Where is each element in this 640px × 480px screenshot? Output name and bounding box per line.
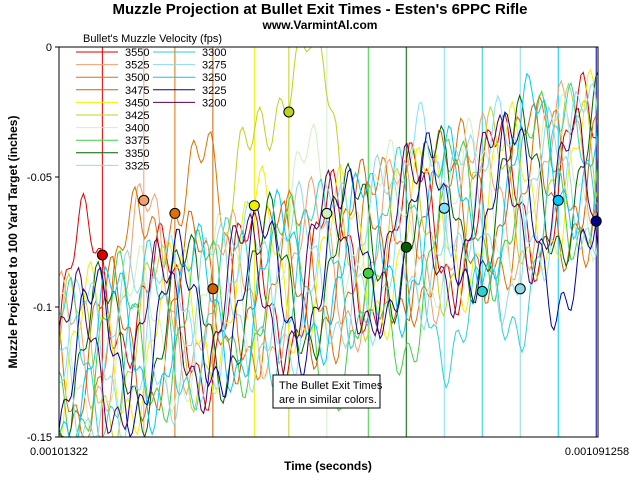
y-axis-label: Muzzle Projected to 100 Yard Target (inc…: [6, 116, 20, 369]
exit-marker-3400: [321, 207, 333, 219]
series-line-3225: [59, 111, 598, 437]
exit-marker-3525: [138, 194, 150, 206]
exit-marker-3375: [362, 267, 374, 279]
exit-marker-3350: [400, 241, 412, 253]
legend-label-3400: 3400: [125, 123, 149, 135]
x-max-label: 0.001091258: [565, 446, 629, 458]
y-tick-label: -0.1: [33, 302, 52, 314]
series-line-3525: [59, 79, 598, 413]
exit-marker-3225: [590, 215, 602, 227]
exit-marker-3250: [552, 194, 564, 206]
y-tick-label: 0: [46, 42, 52, 54]
x-min-label: 0.00101322: [30, 446, 88, 458]
exit-marker-3425: [283, 106, 295, 118]
legend-label-3275: 3275: [202, 60, 226, 72]
legend-title: Bullet's Muzzle Velocity (fps): [83, 33, 222, 45]
exit-marker-3500: [169, 207, 181, 219]
legend-label-3375: 3375: [125, 135, 149, 147]
legend-label-3525: 3525: [125, 60, 149, 72]
legend-label-3450: 3450: [125, 97, 149, 109]
series-line-3200: [59, 107, 598, 435]
legend: Bullet's Muzzle Velocity (fps) 355035253…: [76, 33, 226, 172]
exit-marker-3550: [96, 249, 108, 261]
note-line-1: The Bullet Exit Times: [279, 380, 383, 392]
legend-label-3500: 3500: [125, 72, 149, 84]
exit-marker-3300: [476, 285, 488, 297]
series-line-3500: [59, 94, 598, 437]
series-line-3350: [59, 71, 598, 437]
legend-label-3350: 3350: [125, 148, 149, 160]
chart-subtitle: www.VarmintAl.com: [262, 18, 378, 32]
legend-label-3225: 3225: [202, 85, 226, 97]
legend-label-3200: 3200: [202, 97, 226, 109]
legend-label-3425: 3425: [125, 110, 149, 122]
plot-frame: [58, 46, 599, 438]
series-line-3300: [59, 81, 598, 437]
exit-marker-3475: [207, 283, 219, 295]
legend-label-3325: 3325: [125, 160, 149, 172]
series-line-3325: [59, 83, 598, 437]
legend-label-3300: 3300: [202, 47, 226, 59]
exit-markers: [96, 106, 602, 297]
series-line-3425: [59, 47, 598, 437]
y-tick-label: -0.15: [27, 432, 52, 444]
note-box: The Bullet Exit Times are in similar col…: [272, 374, 383, 409]
chart-title: Muzzle Projection at Bullet Exit Times -…: [112, 1, 527, 18]
exit-marker-3275: [514, 283, 526, 295]
x-axis-label: Time (seconds): [284, 459, 372, 473]
y-axis: 0 -0.05 -0.1 -0.15: [27, 42, 59, 444]
exit-marker-3450: [248, 200, 260, 212]
note-line-2: are in similar colors.: [279, 394, 377, 406]
legend-label-3475: 3475: [125, 85, 149, 97]
legend-label-3250: 3250: [202, 72, 226, 84]
legend-label-3550: 3550: [125, 47, 149, 59]
series-line-3475: [59, 102, 598, 437]
exit-marker-3325: [438, 202, 450, 214]
y-tick-label: -0.05: [27, 172, 52, 184]
series-lines: [59, 47, 598, 437]
